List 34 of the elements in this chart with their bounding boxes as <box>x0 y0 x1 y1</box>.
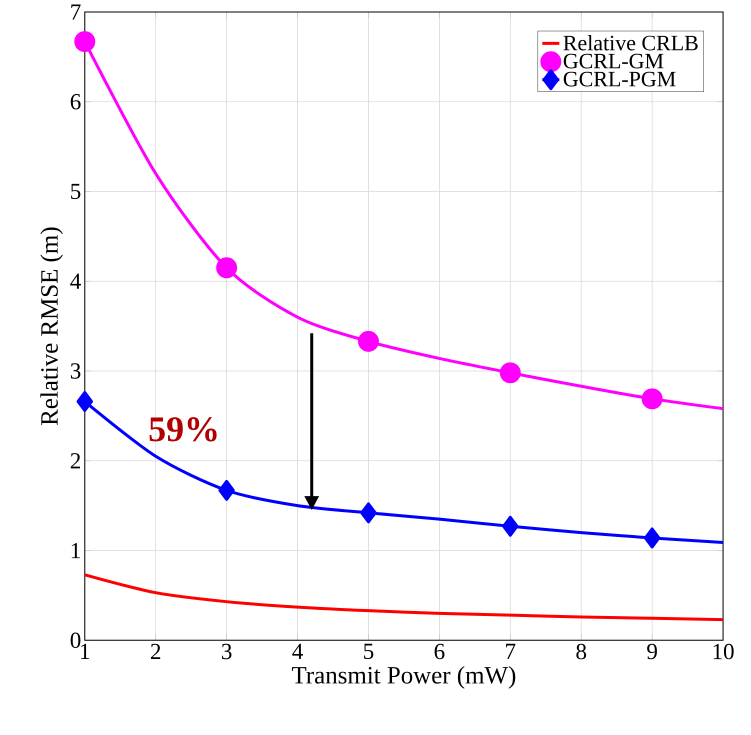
x-tick-label: 8 <box>576 644 586 660</box>
x-tick-label: 5 <box>364 644 374 660</box>
x-tick-label: 10 <box>714 644 734 660</box>
x-tick-label: 6 <box>434 644 444 660</box>
x-axis-title: Transmit Power (mW) <box>292 666 516 689</box>
y-tick-label: 3 <box>70 363 80 379</box>
point <box>358 330 379 352</box>
legend-label: GCRL-GM <box>564 54 664 68</box>
legend-label: GCRL-PGM <box>564 72 676 86</box>
y-tick-label: 7 <box>71 4 81 20</box>
y-axis-title: Relative RMSE (m) <box>40 227 63 426</box>
point <box>642 388 663 410</box>
point <box>500 362 521 384</box>
point <box>74 31 96 52</box>
y-tick-label: 0 <box>70 632 80 648</box>
y-tick-label: 6 <box>70 94 81 110</box>
point <box>502 516 519 537</box>
y-tick-label: 2 <box>70 453 80 468</box>
point <box>360 502 377 524</box>
y-tick-label: 4 <box>70 274 81 289</box>
x-tick-label: 4 <box>292 644 303 659</box>
y-tick-label: 1 <box>72 542 80 558</box>
line-series <box>84 573 724 622</box>
point <box>644 527 660 548</box>
x-tick-label: 3 <box>222 644 232 660</box>
x-tick-label: 9 <box>647 644 657 660</box>
x-tick-label: 7 <box>506 644 516 659</box>
x-tick-label: 2 <box>150 644 160 659</box>
point <box>218 480 235 501</box>
point <box>76 391 94 412</box>
point <box>216 257 238 278</box>
y-tick-label: 5 <box>71 184 80 200</box>
legend-label: Relative CRLB <box>563 34 698 50</box>
annotation: 59% <box>150 417 217 442</box>
